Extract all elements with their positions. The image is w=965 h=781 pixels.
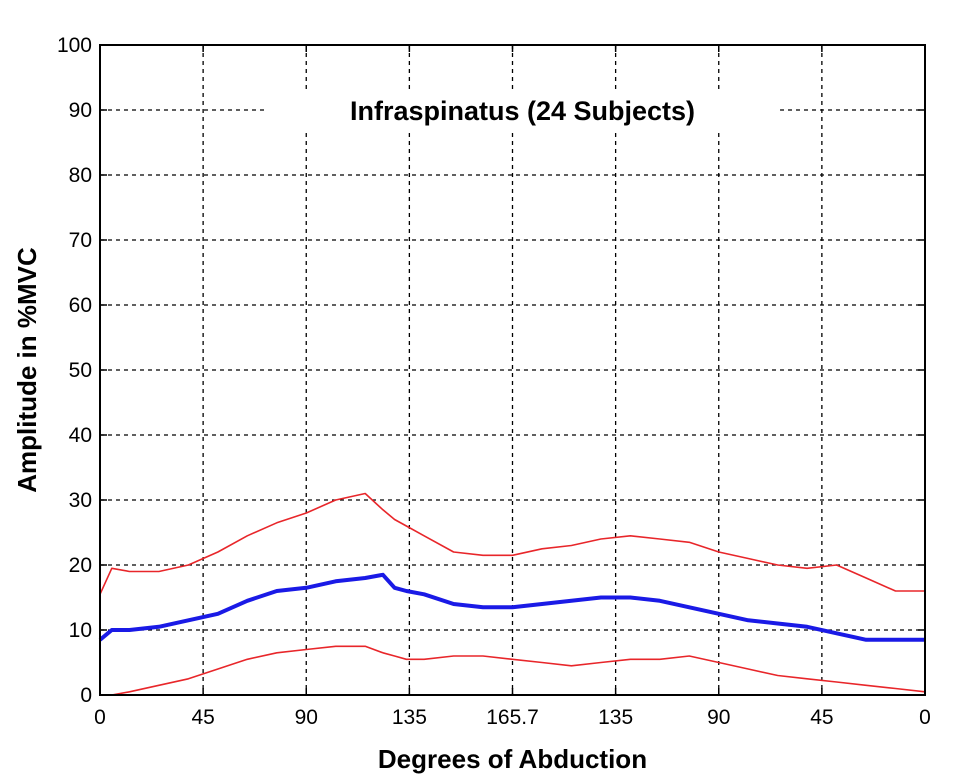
chart-title: Infraspinatus (24 Subjects) [350, 96, 695, 126]
series-line-2 [98, 572, 925, 642]
x-axis-title: Degrees of Abduction [378, 744, 647, 774]
x-tick-label: 90 [295, 706, 318, 729]
y-tick-label: 40 [69, 424, 92, 447]
y-tick-label: 100 [57, 34, 92, 57]
grid [100, 45, 925, 695]
title-backdrop [264, 91, 781, 130]
y-tick-label: 20 [69, 554, 92, 577]
x-tick-label: 45 [191, 706, 214, 729]
y-tick-labels: 0 10 20 30 40 50 60 70 80 90 100 [57, 34, 92, 707]
y-tick-label: 30 [69, 489, 92, 512]
y-tick-label: 0 [80, 684, 92, 707]
x-tick-label: 45 [810, 706, 833, 729]
x-tick-label: 165.7 [486, 706, 539, 729]
x-tick-label: 135 [392, 706, 427, 729]
y-axis-title: Amplitude in %MVC [12, 247, 42, 493]
y-tick-label: 80 [69, 164, 92, 187]
y-tick-label: 70 [69, 229, 92, 252]
x-tick-label: 90 [707, 706, 730, 729]
y-tick-label: 90 [69, 99, 92, 122]
tick-marks [99, 44, 926, 696]
series-line-3 [100, 645, 926, 696]
x-tick-labels: 0 45 90 135 165.7 135 90 45 0 [94, 706, 931, 729]
x-tick-label: 135 [598, 706, 633, 729]
x-tick-label: 0 [919, 706, 931, 729]
x-tick-label: 0 [94, 706, 106, 729]
series-line-1 [99, 492, 925, 595]
y-tick-label: 10 [69, 619, 92, 642]
y-tick-label: 50 [69, 359, 92, 382]
series-lines [98, 492, 926, 696]
y-tick-label: 60 [69, 294, 92, 317]
